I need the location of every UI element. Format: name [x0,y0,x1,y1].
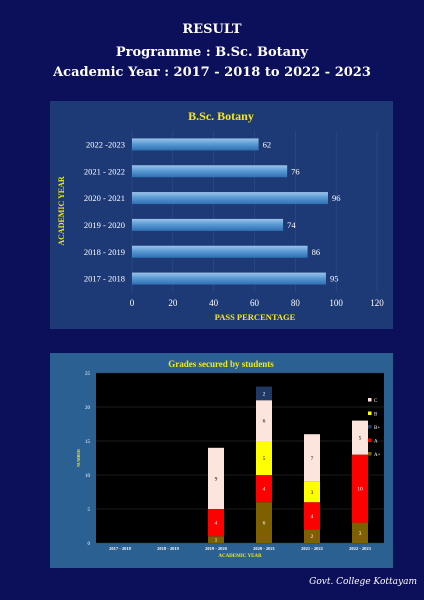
grades-chart: Grades secured by students05101520252017… [76,359,384,559]
legend-swatch [368,452,372,456]
legend-label: A+ [374,453,381,458]
y-tick-label: 2017 - 2018 [84,274,125,284]
x-tick-label: 2018 - 2019 [157,546,179,551]
segment-label: 4 [311,514,314,520]
grade-segment [352,454,368,523]
data-label: 74 [287,220,296,230]
grade-segment [208,447,224,509]
x-tick-label: 2019 - 2020 [205,546,227,551]
pass-bar [132,138,259,151]
data-label: 95 [330,274,339,284]
y-axis-title: ACADEMIC YEAR [57,176,66,245]
segment-label: 5 [263,456,266,462]
y-tick-label: 20 [85,406,91,411]
x-tick-label: 2021 - 2022 [301,546,323,551]
pass-bar [132,192,328,205]
x-tick-label: 100 [329,298,343,308]
grade-segment [256,386,272,401]
segment-label: 10 [357,487,363,493]
x-tick-label: 2017 - 2018 [109,546,131,551]
data-label: 96 [332,193,341,203]
segment-label: 7 [311,456,314,462]
legend-swatch [368,411,372,415]
y-tick-label: 2020 - 2021 [84,193,125,203]
segment-label: 1 [215,538,218,544]
x-axis-title: PASS PERCENTAGE [215,312,296,322]
grades-plot-area [96,373,384,543]
legend-swatch [368,438,372,442]
legend-label: A [374,440,378,445]
x-tick-label: 0 [130,298,135,308]
chart-title: Grades secured by students [168,359,274,369]
legend-label: B+ [374,426,380,431]
pass-bar [132,165,288,178]
y-tick-label: 5 [88,508,91,513]
x-tick-label: 2020 - 2021 [253,546,275,551]
x-tick-label: 40 [209,298,219,308]
grade-segment [208,536,224,543]
grade-segment [208,509,224,537]
x-tick-label: 2022 - 2023 [349,546,371,551]
grade-segment [352,522,368,543]
y-tick-label: 2018 - 2019 [84,247,125,257]
segment-label: 3 [311,490,314,496]
x-tick-label: 20 [168,298,178,308]
pass-percentage-chart-panel: B.Sc. Botany 0 20 40 60 80 100 120 2017 - 2018 95… [50,101,393,329]
data-label: 76 [291,166,300,176]
grade-segment [304,502,320,530]
grade-segment [304,434,320,482]
result-heading: RESULT [182,22,242,37]
college-credit: Govt. College Kottayam [309,577,417,587]
grade-segment [352,420,368,455]
segment-label: 3 [359,531,362,537]
segment-label: 6 [263,521,266,527]
data-label: 62 [263,139,272,149]
grades-chart-panel: Grades secured by students 0 5 10 15 20 25 2017… [50,353,393,568]
pass-bar [132,272,326,285]
segment-label: 9 [215,476,218,482]
y-tick-label: 2022 -2023 [86,139,125,149]
programme-heading: Programme : B.Sc. Botany [115,45,309,60]
y-axis-title: NUMBER [76,449,81,467]
segment-label: 2 [263,391,266,397]
y-tick-label: 2021 - 2022 [84,166,125,176]
grade-segment [256,502,272,543]
legend-swatch [368,398,372,402]
segment-label: 4 [215,521,218,527]
x-axis-title: ACADEMIC YEAR [218,554,262,559]
legend-label: B [374,413,378,418]
y-tick-label: 25 [85,372,91,377]
y-tick-label: 15 [85,440,91,445]
segment-label: 6 [263,419,266,425]
data-label: 86 [312,247,321,257]
y-tick-label: 10 [85,474,91,479]
segment-label: 2 [311,534,314,540]
pass-percentage-chart: B.Sc. Botany 0 20 40 60 80 100 120 2017 - 2018 95… [57,109,384,322]
legend-label: C [374,399,378,404]
grade-segment [304,529,320,543]
academic-year-heading: Academic Year : 2017 - 2018 to 2022 - 20… [53,65,371,80]
chart-title: B.Sc. Botany [188,109,254,123]
grade-segment [256,475,272,503]
segment-label: 4 [263,487,266,493]
y-tick-label: 2019 - 2020 [84,220,125,230]
pass-bar [132,218,284,231]
x-tick-label: 80 [291,298,301,308]
grade-segment [304,481,320,503]
grade-segment [256,400,272,441]
y-tick-label: 0 [88,542,91,547]
x-tick-label: 60 [250,298,260,308]
x-tick-label: 120 [370,298,384,308]
segment-label: 5 [359,436,362,442]
pass-bar [132,245,308,258]
legend-swatch [368,425,372,429]
grade-segment [256,441,272,475]
